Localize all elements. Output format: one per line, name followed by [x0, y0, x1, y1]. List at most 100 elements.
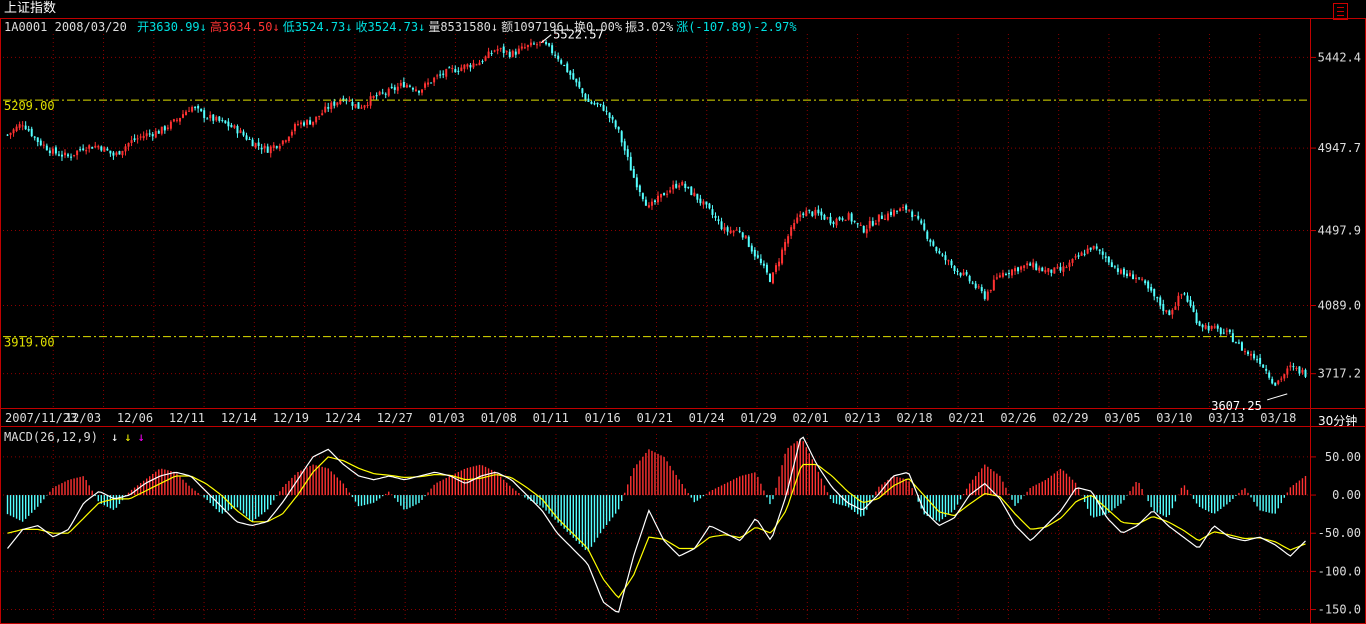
- candle-body: [986, 291, 989, 300]
- candle-body: [838, 217, 841, 220]
- candle-body: [1086, 248, 1089, 254]
- candle-body: [605, 110, 608, 112]
- candle-body: [454, 69, 457, 73]
- candle-body: [1038, 267, 1041, 271]
- candle-body: [1210, 326, 1213, 329]
- candle-body: [73, 154, 76, 156]
- candle-body: [1198, 321, 1201, 326]
- candle-body: [702, 201, 705, 205]
- candle-body: [12, 129, 15, 134]
- candle-body: [950, 260, 953, 266]
- candle-body: [1192, 305, 1195, 312]
- candle-body: [445, 69, 448, 77]
- candle-body: [602, 104, 605, 111]
- candle-body: [363, 105, 366, 108]
- candle-body: [82, 148, 85, 150]
- candle-body: [1098, 249, 1101, 251]
- candle-body: [463, 64, 466, 69]
- candle-body: [387, 88, 390, 96]
- candle-body: [841, 218, 844, 220]
- candle-body: [920, 220, 923, 224]
- candle-body: [1104, 256, 1107, 258]
- candle-body: [560, 60, 563, 64]
- candle-body: [1237, 342, 1240, 344]
- candle-body: [154, 131, 157, 138]
- candle-body: [802, 213, 805, 216]
- candle-body: [106, 148, 109, 151]
- candle-body: [505, 51, 508, 53]
- period-label[interactable]: 30分钟: [1318, 414, 1358, 428]
- date-tick-label: 03/05: [1104, 411, 1140, 425]
- macd-tick-label: 50.00: [1325, 450, 1361, 464]
- candle-body: [457, 70, 460, 72]
- candle-body: [844, 219, 847, 221]
- candle-body: [1247, 351, 1250, 355]
- candle-body: [1032, 262, 1035, 268]
- candle-body: [42, 144, 45, 146]
- candle-body: [1095, 246, 1098, 249]
- candle-body: [762, 263, 765, 266]
- candle-body: [1150, 286, 1153, 291]
- window-title: 上证指数: [4, 1, 57, 16]
- candle-body: [411, 88, 414, 90]
- date-tick-label: 03/13: [1208, 411, 1244, 425]
- candle-body: [451, 67, 454, 69]
- candle-body: [200, 108, 203, 112]
- candle-body: [408, 85, 411, 87]
- candle-body: [883, 218, 886, 220]
- candle-body: [1292, 366, 1295, 368]
- candle-body: [790, 227, 793, 236]
- candle-body: [181, 114, 184, 118]
- price-tick-label: 4947.7: [1318, 141, 1361, 155]
- candle-body: [424, 83, 427, 88]
- candle-body: [1286, 368, 1289, 375]
- date-tick-label: 02/01: [793, 411, 829, 425]
- price-tick-label: 3717.2: [1318, 367, 1361, 381]
- candle-body: [160, 126, 163, 134]
- candle-body: [514, 51, 517, 55]
- candle-body: [569, 71, 572, 75]
- candle-body: [499, 48, 502, 50]
- candle-body: [1011, 269, 1014, 276]
- candle-body: [284, 140, 287, 142]
- candle-body: [896, 210, 899, 212]
- candle-body: [1195, 312, 1198, 324]
- candle-body: [980, 287, 983, 292]
- candle-body: [1089, 247, 1092, 250]
- candle-body: [448, 67, 451, 69]
- candle-body: [251, 139, 254, 147]
- candle-body: [296, 124, 299, 126]
- candle-body: [944, 255, 947, 261]
- candle-body: [169, 121, 172, 129]
- date-tick-label: 02/13: [844, 411, 880, 425]
- macd-arrow-icon: ↓: [124, 430, 132, 444]
- candle-body: [690, 186, 693, 196]
- candle-body: [1201, 324, 1204, 328]
- candle-body: [421, 89, 424, 93]
- candle-body: [1295, 367, 1298, 369]
- candle-body: [657, 195, 660, 203]
- candle-body: [914, 215, 917, 217]
- candle-body: [1041, 267, 1044, 272]
- candle-body: [647, 205, 650, 208]
- candle-body: [293, 124, 296, 132]
- candle-body: [796, 217, 799, 223]
- candle-body: [21, 125, 24, 127]
- candle-body: [360, 107, 363, 109]
- candle-body: [1119, 269, 1122, 274]
- candle-body: [242, 131, 245, 136]
- candle-body: [166, 127, 169, 129]
- candle-body: [765, 264, 768, 273]
- low-annotation: 3607.25: [1211, 399, 1262, 413]
- candle-body: [956, 270, 959, 272]
- candle-body: [1107, 256, 1110, 263]
- candle-body: [593, 103, 596, 105]
- candle-body: [775, 265, 778, 272]
- menu-icon[interactable]: [1333, 3, 1348, 20]
- candle-body: [175, 119, 178, 121]
- candle-body: [653, 200, 656, 203]
- candle-body: [324, 106, 327, 113]
- date-tick-label: 12/27: [377, 411, 413, 425]
- candle-body: [496, 49, 499, 51]
